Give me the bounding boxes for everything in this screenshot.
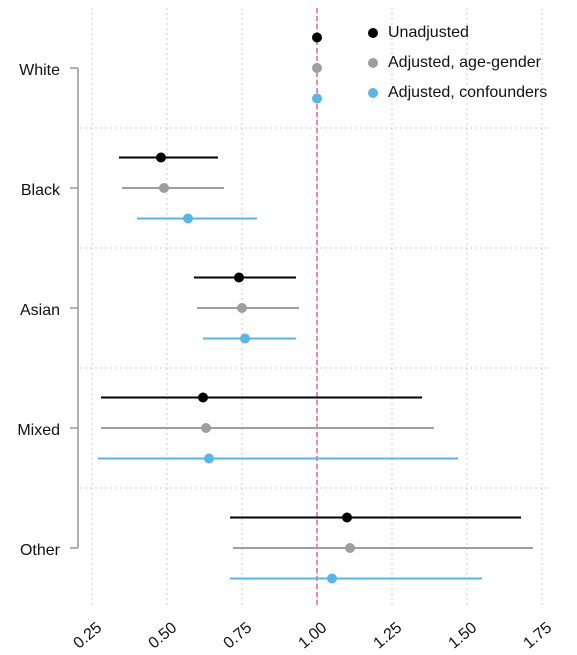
- legend-marker: [368, 28, 378, 38]
- point-estimate: [234, 272, 244, 283]
- x-tick-label: 1.50: [446, 619, 481, 650]
- y-tick-label: Other: [20, 542, 61, 559]
- y-tick-label: Asian: [20, 302, 60, 319]
- point-estimate: [345, 543, 355, 553]
- point-estimate: [240, 333, 250, 344]
- point-estimate: [312, 93, 322, 104]
- point-estimate: [342, 512, 352, 523]
- point-estimate: [201, 423, 211, 433]
- y-tick-label: White: [19, 62, 60, 79]
- point-estimate: [327, 573, 337, 584]
- x-tick-label: 1.75: [521, 619, 556, 650]
- point-estimate: [156, 152, 166, 163]
- y-tick-label: Mixed: [17, 422, 60, 439]
- point-estimate: [183, 213, 193, 224]
- x-tick-label: 1.25: [371, 619, 406, 650]
- x-tick-label: 0.75: [221, 619, 256, 650]
- point-estimate: [312, 63, 322, 73]
- point-estimate: [159, 183, 169, 193]
- x-tick-label: 1.00: [296, 619, 331, 650]
- legend-marker: [368, 88, 378, 98]
- point-estimate: [312, 32, 322, 43]
- point-estimate: [198, 392, 208, 403]
- legend-label: Adjusted, age-gender: [388, 54, 542, 71]
- legend-label: Unadjusted: [388, 24, 469, 41]
- point-estimate: [237, 303, 247, 313]
- x-tick-label: 0.25: [71, 619, 106, 650]
- legend-marker: [368, 58, 378, 68]
- legend-label: Adjusted, confounders: [388, 84, 547, 101]
- x-tick-label: 0.50: [146, 619, 181, 650]
- point-estimate: [204, 453, 214, 464]
- y-tick-label: Black: [21, 182, 61, 199]
